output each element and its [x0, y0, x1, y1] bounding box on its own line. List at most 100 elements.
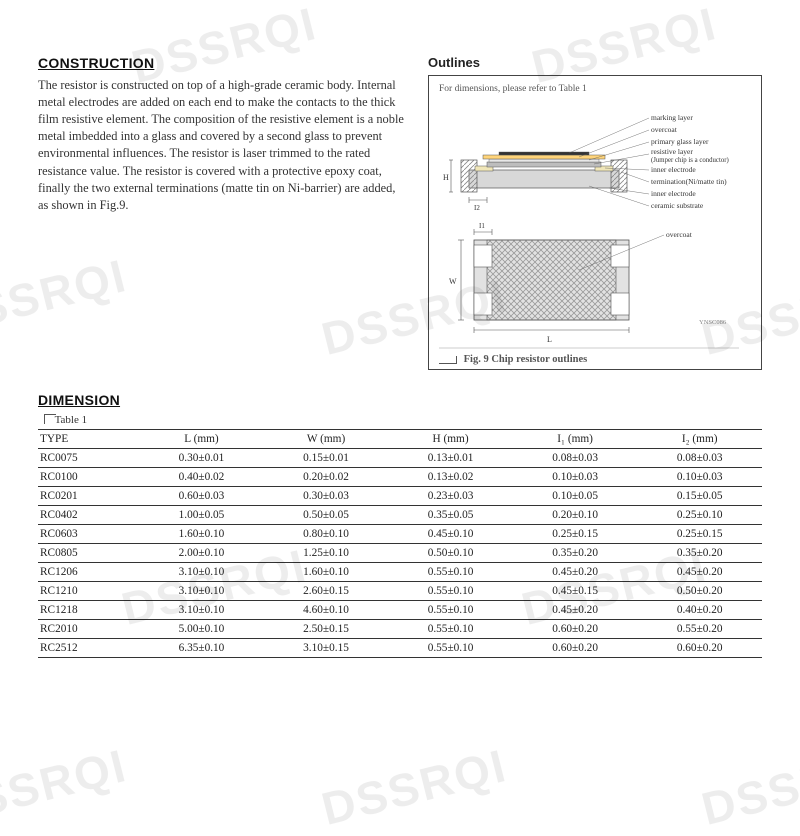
- table-row: RC25126.35±0.103.10±0.150.55±0.100.60±0.…: [38, 639, 762, 658]
- col-L: L (mm): [139, 430, 264, 449]
- table-row: RC20105.00±0.102.50±0.150.55±0.100.60±0.…: [38, 620, 762, 639]
- cell-value: 0.08±0.03: [513, 449, 638, 468]
- table-row: RC06031.60±0.100.80±0.100.45±0.100.25±0.…: [38, 525, 762, 544]
- svg-text:I2: I2: [474, 204, 480, 212]
- cell-value: 0.45±0.20: [513, 563, 638, 582]
- cell-type: RC1210: [38, 582, 139, 601]
- cell-value: 0.40±0.02: [139, 468, 264, 487]
- cell-value: 0.20±0.10: [513, 506, 638, 525]
- svg-text:marking layer: marking layer: [651, 113, 693, 122]
- svg-text:inner electrode: inner electrode: [651, 165, 696, 174]
- table-header-row: TYPE L (mm) W (mm) H (mm) I₁ (mm) I₂ (mm…: [38, 430, 762, 449]
- svg-text:overcoat: overcoat: [666, 230, 693, 239]
- cell-value: 3.10±0.10: [139, 582, 264, 601]
- cell-type: RC1206: [38, 563, 139, 582]
- cell-value: 6.35±0.10: [139, 639, 264, 658]
- col-W: W (mm): [264, 430, 389, 449]
- svg-text:YNSC086: YNSC086: [699, 319, 727, 326]
- dimension-table: TYPE L (mm) W (mm) H (mm) I₁ (mm) I₂ (mm…: [38, 429, 762, 658]
- cell-value: 0.30±0.03: [264, 487, 389, 506]
- watermark: DSSRQI: [316, 738, 512, 836]
- col-type: TYPE: [38, 430, 139, 449]
- construction-body: The resistor is constructed on top of a …: [38, 77, 408, 214]
- svg-text:resistive layer: resistive layer: [651, 147, 693, 156]
- cell-value: 0.60±0.20: [513, 620, 638, 639]
- cell-value: 1.25±0.10: [264, 544, 389, 563]
- watermark: DSSRQI: [0, 738, 132, 836]
- cell-value: 0.15±0.05: [637, 487, 762, 506]
- cell-value: 3.10±0.10: [139, 601, 264, 620]
- cell-type: RC0402: [38, 506, 139, 525]
- cell-value: 0.45±0.10: [388, 525, 513, 544]
- cell-value: 0.13±0.02: [388, 468, 513, 487]
- cell-value: 0.30±0.01: [139, 449, 264, 468]
- cell-type: RC0100: [38, 468, 139, 487]
- cell-value: 0.50±0.20: [637, 582, 762, 601]
- cell-value: 0.50±0.05: [264, 506, 389, 525]
- cell-value: 0.23±0.03: [388, 487, 513, 506]
- fig-caption: Fig. 9 Chip resistor outlines: [439, 350, 751, 365]
- svg-text:overcoat: overcoat: [651, 125, 678, 134]
- cell-value: 1.00±0.05: [139, 506, 264, 525]
- cell-value: 0.55±0.10: [388, 582, 513, 601]
- cell-value: 0.13±0.01: [388, 449, 513, 468]
- svg-text:I1: I1: [479, 222, 485, 230]
- cell-value: 0.10±0.05: [513, 487, 638, 506]
- table-row: RC12103.10±0.102.60±0.150.55±0.100.45±0.…: [38, 582, 762, 601]
- cell-value: 2.00±0.10: [139, 544, 264, 563]
- cell-value: 2.50±0.15: [264, 620, 389, 639]
- cell-value: 0.45±0.20: [637, 563, 762, 582]
- table-row: RC12183.10±0.104.60±0.100.55±0.100.45±0.…: [38, 601, 762, 620]
- cell-value: 0.60±0.20: [637, 639, 762, 658]
- col-I2: I₂ (mm): [637, 430, 762, 449]
- cell-value: 0.25±0.10: [637, 506, 762, 525]
- cell-value: 0.60±0.20: [513, 639, 638, 658]
- cell-value: 0.50±0.10: [388, 544, 513, 563]
- cell-type: RC0805: [38, 544, 139, 563]
- svg-text:W: W: [449, 277, 457, 286]
- cell-value: 1.60±0.10: [264, 563, 389, 582]
- cell-value: 0.55±0.10: [388, 620, 513, 639]
- cell-value: 0.45±0.15: [513, 582, 638, 601]
- cell-value: 0.55±0.10: [388, 639, 513, 658]
- dimension-heading: DIMENSION: [38, 392, 762, 408]
- cell-value: 0.10±0.03: [513, 468, 638, 487]
- cell-value: 0.08±0.03: [637, 449, 762, 468]
- outline-note: For dimensions, please refer to Table 1: [439, 84, 751, 94]
- col-H: H (mm): [388, 430, 513, 449]
- cell-type: RC1218: [38, 601, 139, 620]
- svg-text:primary glass layer: primary glass layer: [651, 137, 709, 146]
- outlines-heading: Outlines: [428, 55, 762, 70]
- outlines-diagram-box: For dimensions, please refer to Table 1: [428, 75, 762, 370]
- cell-value: 0.55±0.10: [388, 601, 513, 620]
- table-row: RC08052.00±0.101.25±0.100.50±0.100.35±0.…: [38, 544, 762, 563]
- cell-value: 3.10±0.15: [264, 639, 389, 658]
- construction-heading: CONSTRUCTION: [38, 55, 408, 71]
- table-row: RC00750.30±0.010.15±0.010.13±0.010.08±0.…: [38, 449, 762, 468]
- cell-value: 0.35±0.20: [637, 544, 762, 563]
- cell-value: 0.40±0.20: [637, 601, 762, 620]
- svg-text:(Jumper chip is a conductor): (Jumper chip is a conductor): [651, 157, 729, 164]
- svg-text:ceramic substrate: ceramic substrate: [651, 201, 704, 210]
- cell-value: 0.10±0.03: [637, 468, 762, 487]
- cell-value: 0.15±0.01: [264, 449, 389, 468]
- cell-value: 2.60±0.15: [264, 582, 389, 601]
- table-row: RC01000.40±0.020.20±0.020.13±0.020.10±0.…: [38, 468, 762, 487]
- cell-value: 0.35±0.05: [388, 506, 513, 525]
- cell-value: 1.60±0.10: [139, 525, 264, 544]
- cell-value: 0.55±0.10: [388, 563, 513, 582]
- cell-value: 4.60±0.10: [264, 601, 389, 620]
- cell-value: 0.80±0.10: [264, 525, 389, 544]
- svg-text:termination(Ni/matte tin): termination(Ni/matte tin): [651, 177, 727, 186]
- table-row: RC04021.00±0.050.50±0.050.35±0.050.20±0.…: [38, 506, 762, 525]
- table-label: Table 1: [44, 414, 762, 426]
- cell-value: 0.25±0.15: [637, 525, 762, 544]
- cell-value: 0.35±0.20: [513, 544, 638, 563]
- svg-text:inner electrode: inner electrode: [651, 189, 696, 198]
- cell-value: 0.25±0.15: [513, 525, 638, 544]
- cell-value: 0.45±0.20: [513, 601, 638, 620]
- table-row: RC12063.10±0.101.60±0.100.55±0.100.45±0.…: [38, 563, 762, 582]
- svg-text:H: H: [443, 173, 449, 182]
- cell-type: RC0075: [38, 449, 139, 468]
- watermark: DSSRQI: [696, 738, 800, 836]
